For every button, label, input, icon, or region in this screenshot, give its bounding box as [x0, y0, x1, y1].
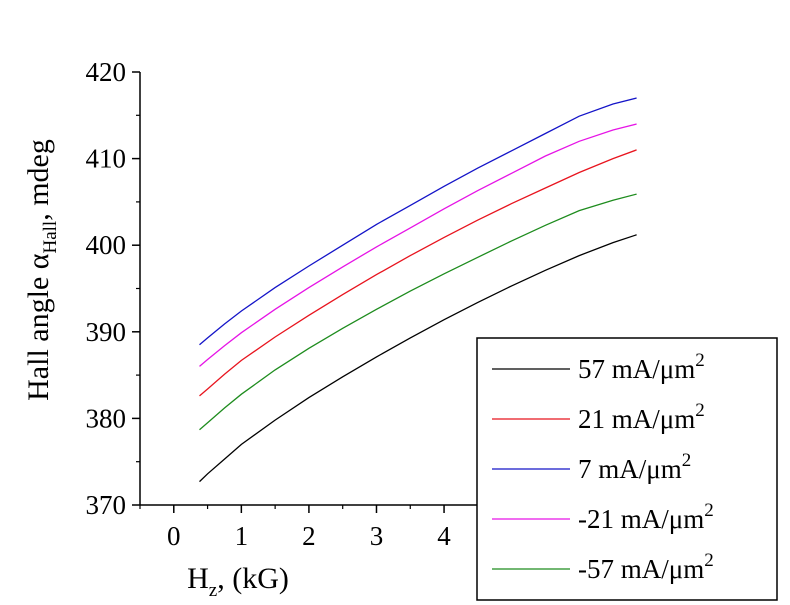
y-tick-label: 420 [86, 57, 127, 87]
ticks: 370 380 390 400 410 420 0 1 2 3 4 [86, 57, 580, 551]
y-tick-label: 410 [86, 144, 127, 174]
series-line-5 [199, 193, 637, 431]
x-tick-label: 3 [370, 521, 384, 551]
series-line-2 [199, 149, 637, 397]
x-tick-label: 2 [302, 521, 316, 551]
series-line-1 [199, 234, 637, 483]
legend-label-5: -57 mA/μm2 [578, 550, 714, 584]
y-tick-label: 370 [86, 490, 127, 520]
series-line-4 [199, 123, 637, 367]
y-tick-label: 380 [86, 403, 127, 433]
legend-label-2: 21 mA/μm2 [578, 400, 705, 434]
x-tick-label: 4 [437, 521, 451, 551]
legend-label-4: -21 mA/μm2 [578, 500, 714, 534]
y-axis-title: Hall angle αHall, mdeg [22, 139, 61, 401]
x-tick-label: 1 [235, 521, 249, 551]
legend-label-3: 7 mA/μm2 [578, 450, 691, 484]
plot-lines [199, 97, 637, 483]
y-tick-label: 400 [86, 230, 127, 260]
y-tick-label: 390 [86, 317, 127, 347]
x-tick-label: 0 [167, 521, 181, 551]
series-line-3 [199, 97, 637, 346]
legend: 57 mA/μm2 21 mA/μm2 7 mA/μm2 -21 mA/μm2 -57 … [476, 337, 778, 601]
legend-label-1: 57 mA/μm2 [578, 350, 705, 384]
x-axis-title: Hz, (kG) [187, 562, 289, 601]
